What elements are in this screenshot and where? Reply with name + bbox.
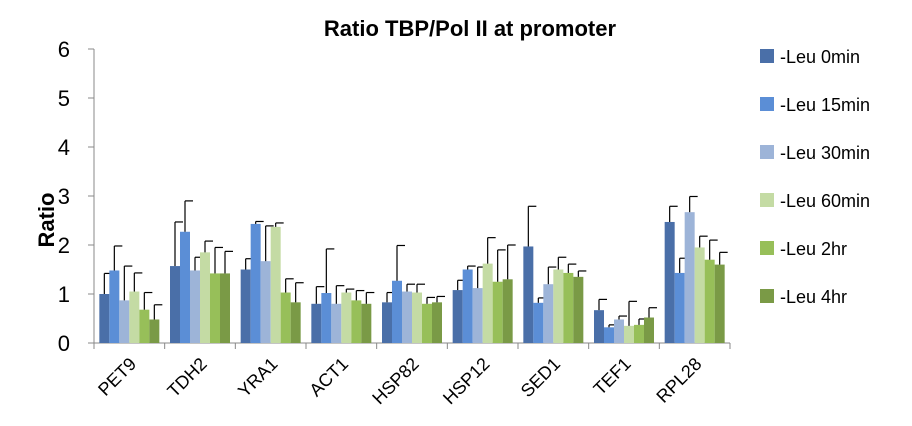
bar	[704, 259, 715, 343]
bar	[452, 290, 463, 343]
x-category-label: RPL28	[652, 354, 705, 407]
x-category-label: HSP82	[368, 354, 422, 408]
legend-label: -Leu 4hr	[780, 287, 847, 307]
bar	[684, 212, 695, 343]
legend-label: -Leu 0min	[780, 47, 860, 67]
bar	[260, 261, 271, 343]
bar	[99, 294, 110, 343]
legend-label: -Leu 60min	[780, 191, 870, 211]
bar	[543, 284, 554, 343]
bar	[553, 269, 564, 343]
x-category-label: TDH2	[163, 354, 210, 401]
bar	[240, 269, 251, 343]
x-category-label: HSP12	[439, 354, 493, 408]
bar	[109, 270, 120, 343]
x-category-label: SED1	[517, 354, 564, 401]
bar	[674, 272, 685, 343]
bar	[180, 231, 190, 343]
bar	[149, 319, 160, 343]
y-tick-label: 0	[58, 331, 70, 356]
legend-swatch	[760, 241, 774, 255]
bar	[422, 303, 432, 343]
bar	[290, 302, 301, 343]
bar	[382, 302, 392, 343]
chart-title: Ratio TBP/Pol II at promoter	[324, 16, 617, 41]
y-tick-label: 2	[58, 233, 70, 258]
bar	[563, 272, 574, 343]
bar	[492, 281, 503, 343]
bar	[624, 325, 634, 343]
bar	[594, 310, 604, 343]
bar	[604, 327, 614, 343]
bar	[472, 288, 483, 343]
y-tick-label: 1	[58, 282, 70, 307]
bar	[361, 303, 372, 343]
bar	[533, 302, 544, 343]
bar	[664, 221, 675, 343]
plot-area: 0 1 2 3 4 5 6 PET9 TDH2 YRA1 ACT1 HSP82 HSP12 SED1 TEF…	[58, 37, 731, 408]
bar	[280, 292, 291, 343]
bar	[573, 276, 584, 343]
legend-swatch	[760, 289, 774, 303]
bar	[412, 292, 422, 343]
y-tick-label: 6	[58, 37, 70, 62]
y-axis-label: Ratio	[34, 193, 59, 248]
legend-swatch	[760, 193, 774, 207]
bar	[392, 280, 402, 343]
bar	[200, 252, 210, 343]
legend-label: -Leu 2hr	[780, 239, 847, 259]
bar	[614, 319, 624, 343]
bar	[523, 246, 534, 343]
legend: -Leu 0min -Leu 15min -Leu 30min -Leu 60min -…	[760, 47, 870, 307]
bar	[119, 300, 130, 343]
bar	[502, 279, 513, 343]
bar	[694, 247, 705, 343]
x-category-label: TEF1	[590, 354, 635, 399]
legend-swatch	[760, 145, 774, 159]
bar	[250, 223, 261, 343]
y-tick-label: 5	[58, 86, 70, 111]
bar	[170, 266, 180, 343]
bar	[341, 292, 352, 343]
bar	[462, 269, 473, 343]
bar	[482, 263, 493, 343]
bar	[139, 309, 150, 343]
bar	[351, 300, 362, 343]
x-category-label: ACT1	[305, 354, 352, 401]
bar	[270, 226, 281, 343]
y-tick-label: 4	[58, 135, 70, 160]
x-category-label: PET9	[94, 354, 140, 400]
bar	[402, 291, 412, 343]
y-tick-label: 3	[58, 184, 70, 209]
bar	[321, 293, 332, 343]
bar	[634, 324, 644, 343]
legend-label: -Leu 30min	[780, 143, 870, 163]
bar	[190, 270, 200, 343]
bar	[644, 317, 654, 343]
bar	[331, 303, 342, 343]
legend-swatch	[760, 49, 774, 63]
bar	[714, 264, 725, 343]
bar	[311, 303, 322, 343]
bar	[432, 302, 442, 343]
legend-label: -Leu 15min	[780, 95, 870, 115]
bar	[220, 273, 230, 343]
legend-swatch	[760, 97, 774, 111]
bar	[210, 273, 220, 343]
x-category-label: YRA1	[234, 354, 281, 401]
bar	[129, 291, 140, 343]
